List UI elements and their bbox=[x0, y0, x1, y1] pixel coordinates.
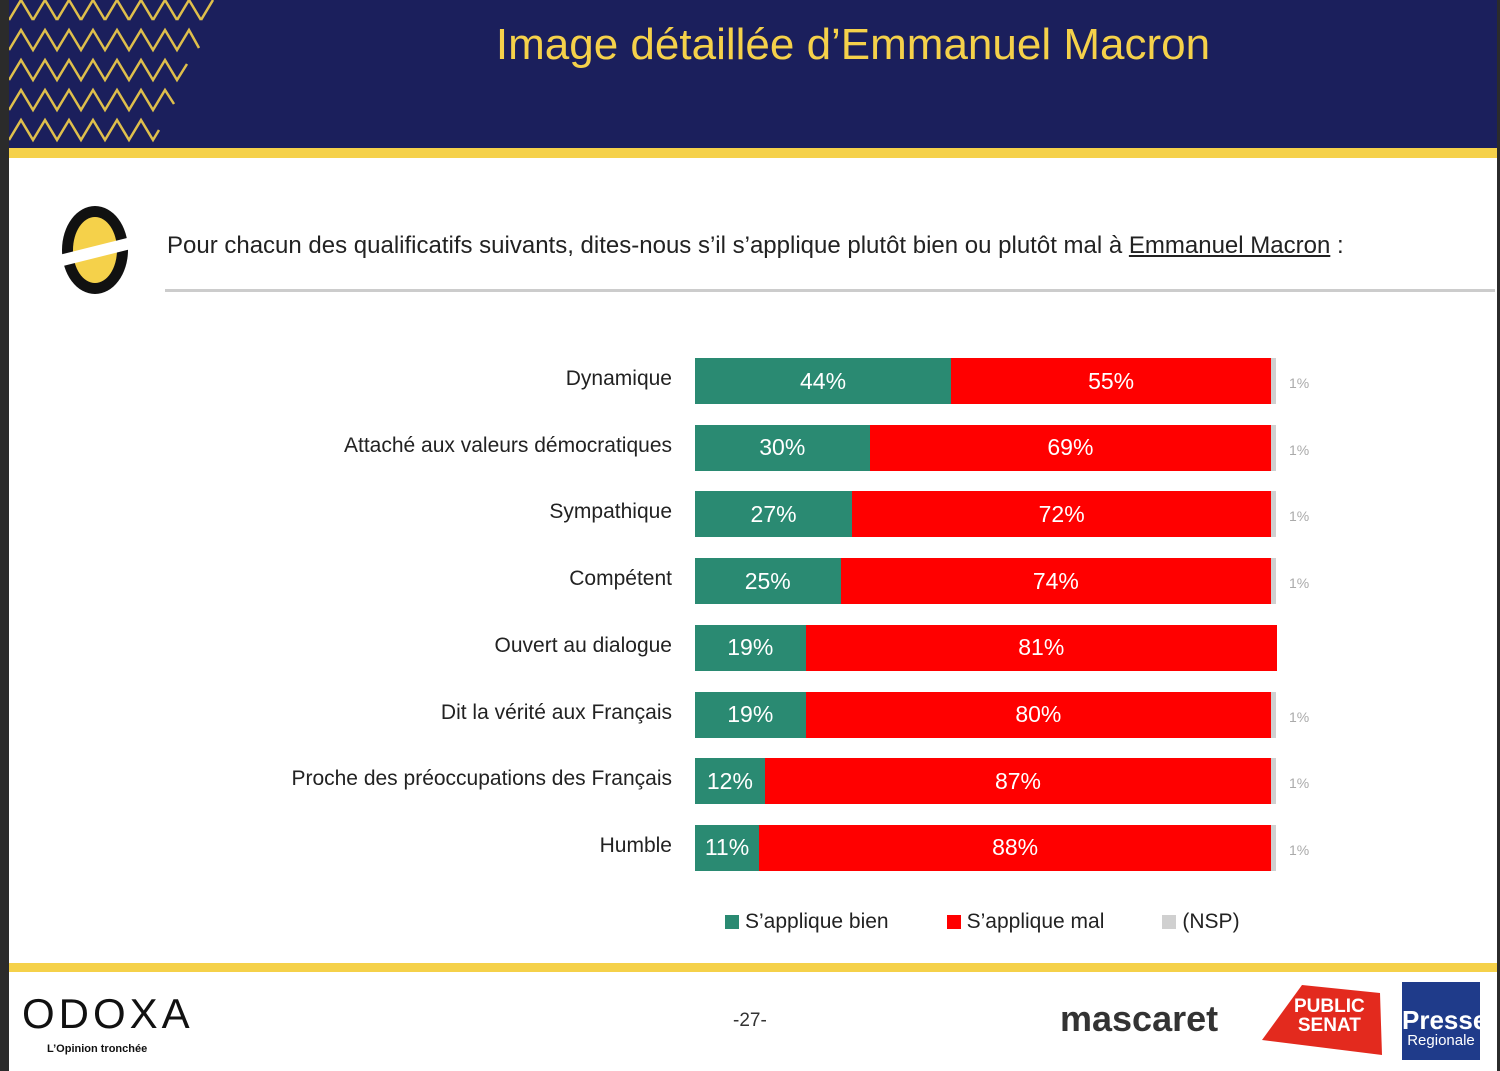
window-frame-left bbox=[0, 0, 9, 1071]
page-title: Image détaillée d’Emmanuel Macron bbox=[495, 20, 1211, 69]
legend-label: (NSP) bbox=[1182, 910, 1240, 933]
odoxa-lemon-icon bbox=[55, 206, 135, 294]
bar-segment: 19% bbox=[695, 624, 806, 671]
data-label: 81% bbox=[1018, 634, 1065, 661]
logo-text: Regionale bbox=[1407, 1032, 1475, 1049]
category-label: Proche des préoccupations des Français bbox=[291, 767, 672, 791]
header-accent-band bbox=[9, 148, 1497, 158]
question-text: Pour chacun des qualificatifs suivants, … bbox=[167, 232, 1344, 260]
category-label: Dit la vérité aux Français bbox=[440, 700, 672, 724]
bar-segment: 55% bbox=[951, 358, 1272, 404]
public-senat-logo: PUBLIC SENAT bbox=[1262, 985, 1382, 1055]
nsp-label: 1% bbox=[1289, 708, 1310, 725]
nsp-label: 1% bbox=[1289, 375, 1310, 391]
data-label: 25% bbox=[744, 567, 791, 594]
logo-text: SENAT bbox=[1297, 1015, 1361, 1036]
data-label: 88% bbox=[992, 834, 1039, 861]
odoxa-tagline: L’Opinion tronchée bbox=[47, 1043, 148, 1055]
data-label: 55% bbox=[1088, 367, 1135, 394]
legend-label: S’applique bien bbox=[745, 910, 889, 933]
question-prefix: Pour chacun des qualificatifs suivants, … bbox=[167, 232, 1129, 259]
nsp-label: 1% bbox=[1289, 841, 1310, 858]
nsp-label: 1% bbox=[1289, 775, 1310, 792]
data-label: 44% bbox=[800, 367, 847, 394]
data-label: 11% bbox=[704, 834, 750, 861]
legend-swatch bbox=[946, 915, 961, 929]
data-label: 74% bbox=[1032, 567, 1079, 594]
bar-segment: 44% bbox=[695, 358, 952, 404]
category-label: Compétent bbox=[569, 567, 672, 591]
nsp-label: 1% bbox=[1289, 508, 1310, 525]
bar-segment: 88% bbox=[759, 824, 1272, 871]
page-number: -27- bbox=[733, 1010, 767, 1031]
data-label: 19% bbox=[727, 701, 774, 727]
bar-segment: 19% bbox=[695, 691, 806, 738]
bar-segment: 12% bbox=[695, 758, 765, 805]
bar-segment: 72% bbox=[852, 491, 1272, 538]
category-label: Attaché aux valeurs démocratiques bbox=[343, 433, 672, 457]
bar-segment bbox=[1271, 824, 1277, 871]
bar-segment: 25% bbox=[695, 558, 841, 605]
data-label: 69% bbox=[1047, 434, 1094, 461]
footer-accent-band bbox=[9, 963, 1497, 972]
logo-text: Presse bbox=[1402, 1005, 1488, 1035]
question-subject: Emmanuel Macron bbox=[1128, 232, 1331, 259]
legend-item-mal: S’applique mal bbox=[946, 910, 1105, 934]
bar-segment bbox=[1271, 358, 1277, 404]
bar-segment bbox=[1271, 424, 1277, 471]
bar-segment: 11% bbox=[695, 824, 760, 871]
nsp-label: 1% bbox=[1289, 441, 1310, 458]
bar-segment: 27% bbox=[695, 491, 853, 538]
logo-text: PUBLIC bbox=[1294, 996, 1365, 1017]
presse-regionale-logo: Presse Regionale bbox=[1402, 982, 1488, 1060]
data-label: 19% bbox=[727, 634, 774, 661]
legend-label: S’applique mal bbox=[966, 910, 1105, 933]
header: Image détaillée d’Emmanuel Macron bbox=[9, 0, 1497, 148]
data-label: 87% bbox=[994, 767, 1042, 794]
question-divider bbox=[165, 289, 1495, 292]
mascaret-logo: mascaret bbox=[1060, 998, 1219, 1039]
category-label: Humble bbox=[599, 833, 672, 857]
chevron-pattern-decoration bbox=[9, 0, 215, 143]
legend: S’applique bien S’applique mal (NSP) bbox=[725, 910, 1298, 934]
nsp-label: 1% bbox=[1289, 575, 1310, 592]
bar-segment: 74% bbox=[840, 558, 1272, 605]
odoxa-logo: ODOXA bbox=[22, 990, 194, 1037]
window-frame-right bbox=[1497, 0, 1500, 1071]
category-label: Ouvert au dialogue bbox=[494, 633, 672, 657]
data-label: 72% bbox=[1038, 500, 1085, 527]
data-label: 27% bbox=[750, 500, 797, 527]
bar-segment bbox=[1271, 491, 1277, 538]
data-label: 12% bbox=[706, 767, 753, 794]
question-suffix: : bbox=[1330, 232, 1344, 259]
data-label: 80% bbox=[1015, 701, 1062, 727]
category-label: Sympathique bbox=[549, 500, 672, 524]
legend-item-nsp: (NSP) bbox=[1162, 910, 1240, 934]
bar-segment: 87% bbox=[764, 758, 1272, 805]
bar-segment bbox=[1271, 558, 1277, 605]
bar-segment: 80% bbox=[805, 691, 1272, 738]
bar-segment: 69% bbox=[869, 424, 1272, 471]
legend-swatch bbox=[725, 915, 739, 929]
legend-item-bien: S’applique bien bbox=[725, 910, 889, 934]
data-label: 30% bbox=[759, 434, 806, 461]
bar-segment: 81% bbox=[805, 624, 1277, 671]
bar-segment: 30% bbox=[695, 424, 870, 471]
legend-swatch bbox=[1162, 915, 1177, 929]
bar-segment bbox=[1271, 758, 1277, 805]
bar-segment bbox=[1271, 691, 1277, 738]
category-label: Dynamique bbox=[565, 367, 672, 390]
